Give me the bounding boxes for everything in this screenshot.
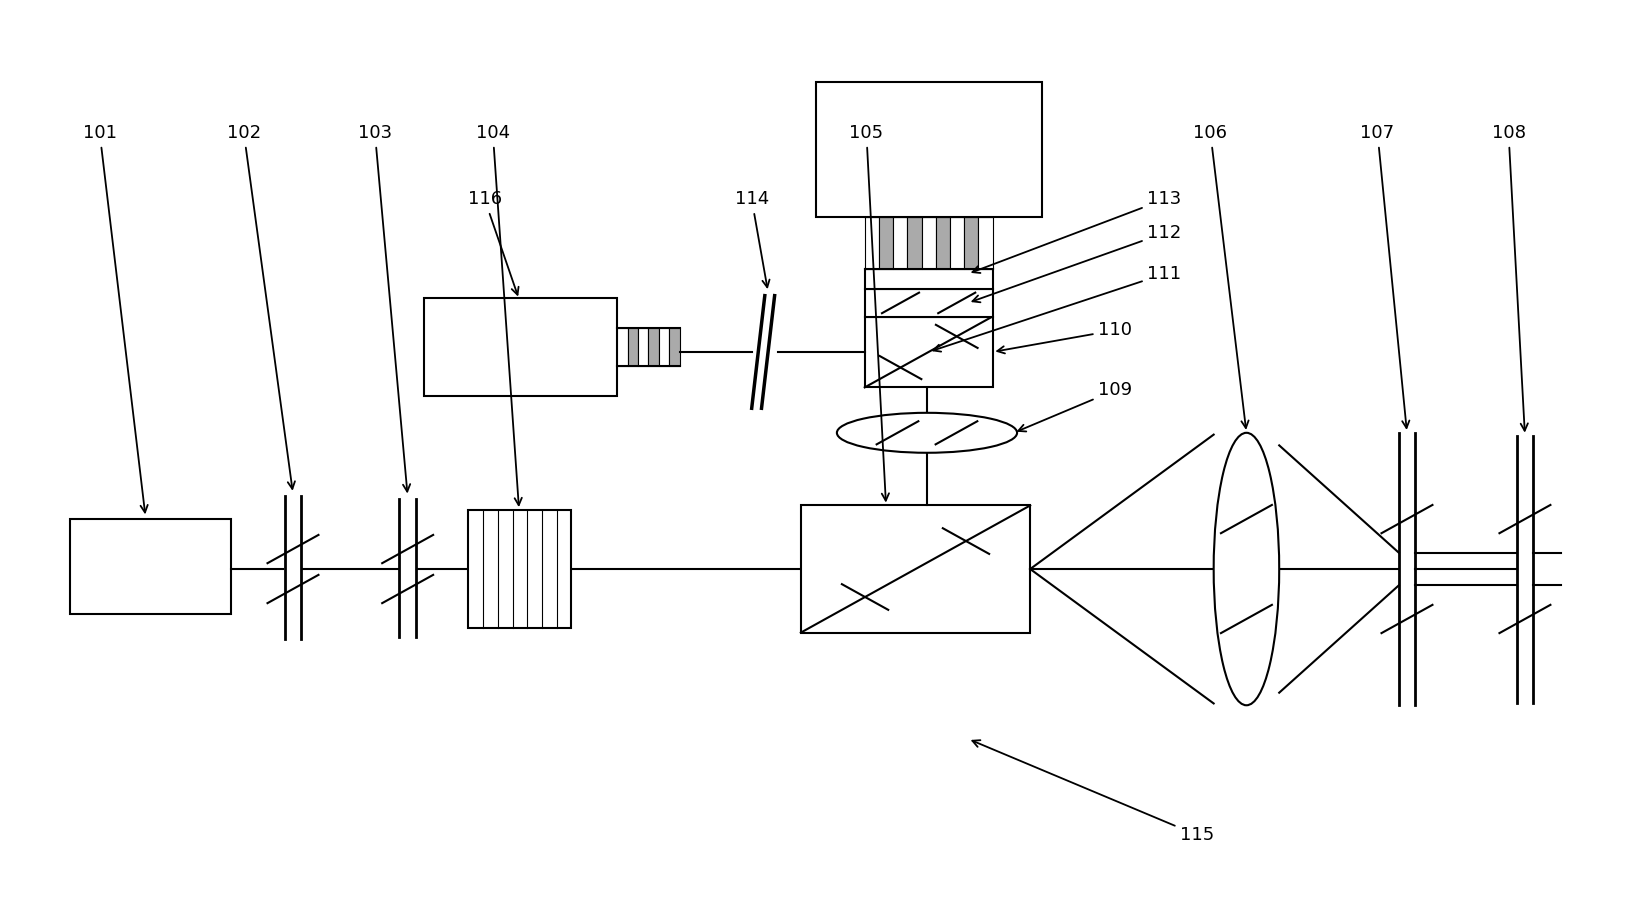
Bar <box>617 328 629 366</box>
Bar <box>922 217 935 270</box>
Bar <box>71 519 231 614</box>
Bar <box>978 217 993 270</box>
Ellipse shape <box>837 413 1017 453</box>
Bar <box>801 506 1031 632</box>
Bar <box>965 217 978 270</box>
Bar <box>950 217 965 270</box>
Text: 115: 115 <box>973 740 1214 844</box>
Bar <box>935 217 950 270</box>
Bar <box>865 270 993 290</box>
Bar <box>816 82 1042 217</box>
Bar <box>880 217 893 270</box>
Text: 104: 104 <box>476 124 522 506</box>
Text: 114: 114 <box>735 190 770 287</box>
Bar <box>865 290 993 316</box>
Text: 103: 103 <box>358 124 410 492</box>
Text: 112: 112 <box>973 224 1182 302</box>
Bar <box>629 328 638 366</box>
Ellipse shape <box>1214 433 1280 705</box>
Bar <box>468 510 571 628</box>
Bar <box>893 217 907 270</box>
Text: 106: 106 <box>1193 124 1249 428</box>
Bar <box>660 328 670 366</box>
Text: 107: 107 <box>1360 124 1410 428</box>
Text: 108: 108 <box>1492 124 1528 431</box>
Bar <box>865 217 880 270</box>
Text: 102: 102 <box>226 124 295 489</box>
Text: 110: 110 <box>998 322 1132 353</box>
Text: 111: 111 <box>934 265 1182 352</box>
Text: 116: 116 <box>468 190 519 295</box>
Text: 113: 113 <box>973 190 1182 273</box>
Text: 105: 105 <box>850 124 889 501</box>
Text: 109: 109 <box>1017 381 1132 432</box>
Bar <box>648 328 660 366</box>
Bar <box>670 328 679 366</box>
Text: 101: 101 <box>82 124 148 513</box>
Bar <box>865 316 993 387</box>
Bar <box>907 217 922 270</box>
Bar <box>423 299 617 396</box>
Bar <box>638 328 648 366</box>
